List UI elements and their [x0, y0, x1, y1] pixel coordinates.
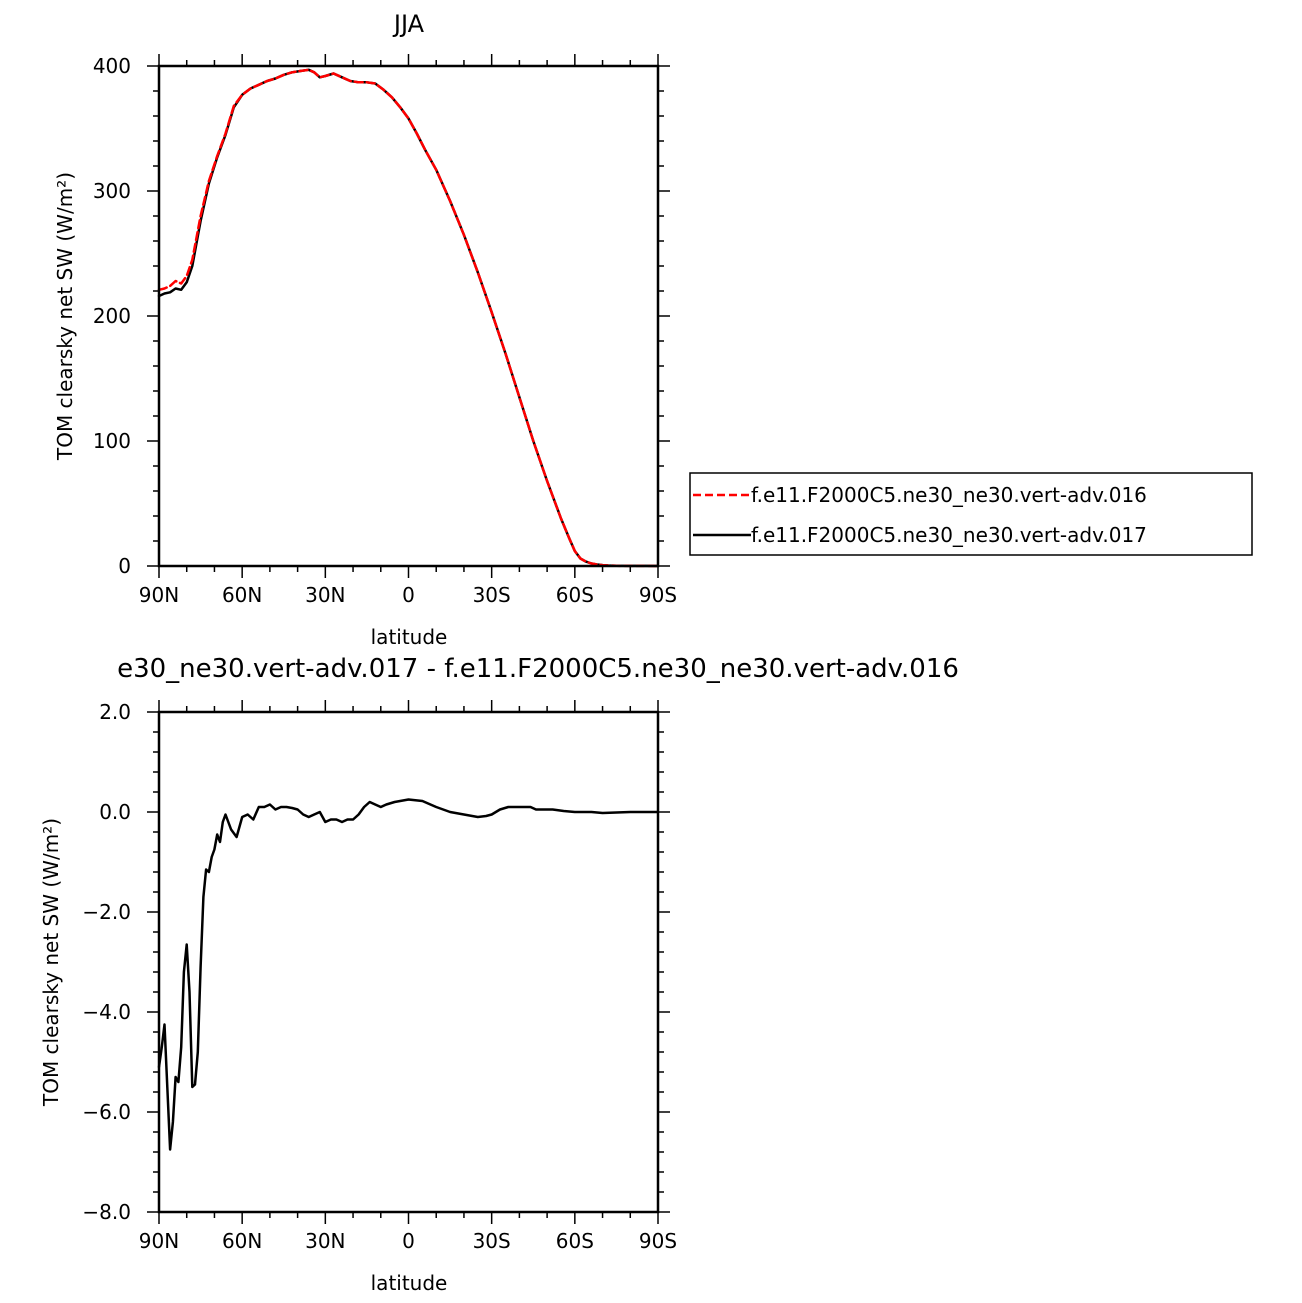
x-tick-label: 30S	[473, 1229, 511, 1253]
y-tick-label: −4.0	[82, 1000, 131, 1024]
y-tick-label: 0.0	[99, 800, 131, 824]
bottom-panel-plot-frame	[157, 710, 660, 1214]
y-tick-label: 300	[93, 179, 131, 203]
legend-label-series-017: f.e11.F2000C5.ne30_ne30.vert-adv.017	[751, 523, 1147, 547]
bottom-panel-ticks: 90N 60N 30N 0 30S 60S 90S −8.0 −6.0 −4.0 −2.0 0.0 2.…	[82, 700, 677, 1253]
top-panel-legend: f.e11.F2000C5.ne30_ne30.vert-adv.016 f.e…	[689, 472, 1253, 556]
x-tick-label: 30N	[305, 583, 345, 607]
bottom-panel-x-axis-label: latitude	[371, 1271, 448, 1295]
x-tick-label: 90S	[639, 1229, 677, 1253]
series-line-1	[157, 68, 660, 568]
y-tick-label: 200	[93, 304, 131, 328]
x-tick-label: 60S	[556, 1229, 594, 1253]
x-tick-label: 60S	[556, 583, 594, 607]
series-line-0	[157, 798, 660, 1151]
top-panel-x-axis-label: latitude	[371, 625, 448, 649]
bottom-panel: e30_ne30.vert-adv.017 - f.e11.F2000C5.ne…	[39, 654, 959, 1295]
bottom-panel-plot-lines	[157, 798, 660, 1151]
x-tick-label: 90N	[139, 583, 179, 607]
bottom-panel-y-axis-label: TOM clearsky net SW (W/m²)	[39, 818, 63, 1107]
x-tick-label: 30S	[473, 583, 511, 607]
y-tick-label: 400	[93, 54, 131, 78]
top-panel-title: JJA	[392, 10, 425, 38]
x-tick-label: 30N	[305, 1229, 345, 1253]
x-tick-label: 0	[402, 583, 415, 607]
bottom-panel-title: e30_ne30.vert-adv.017 - f.e11.F2000C5.ne…	[117, 654, 959, 684]
x-tick-label: 60N	[222, 583, 262, 607]
x-tick-label: 90S	[639, 583, 677, 607]
top-panel-plot-lines	[157, 68, 660, 568]
top-panel-plot-frame	[157, 64, 660, 568]
x-tick-label: 0	[402, 1229, 415, 1253]
top-panel-y-axis-label: TOM clearsky net SW (W/m²)	[53, 172, 77, 461]
x-tick-label: 90N	[139, 1229, 179, 1253]
y-tick-label: −2.0	[82, 900, 131, 924]
x-tick-label: 60N	[222, 1229, 262, 1253]
legend-label-series-016: f.e11.F2000C5.ne30_ne30.vert-adv.016	[751, 483, 1147, 507]
y-tick-label: −8.0	[82, 1200, 131, 1224]
y-tick-label: −6.0	[82, 1100, 131, 1124]
series-line-0	[157, 68, 660, 568]
legend-box	[689, 472, 1253, 556]
y-tick-label: 0	[118, 554, 131, 578]
y-tick-label: 2.0	[99, 700, 131, 724]
top-panel: JJA 90N 60N 30N 0 30S 60S 90S 0 100 200 300 400 lat…	[53, 10, 1253, 649]
y-tick-label: 100	[93, 429, 131, 453]
top-panel-ticks: 90N 60N 30N 0 30S 60S 90S 0 100 200 300 400	[93, 54, 677, 607]
